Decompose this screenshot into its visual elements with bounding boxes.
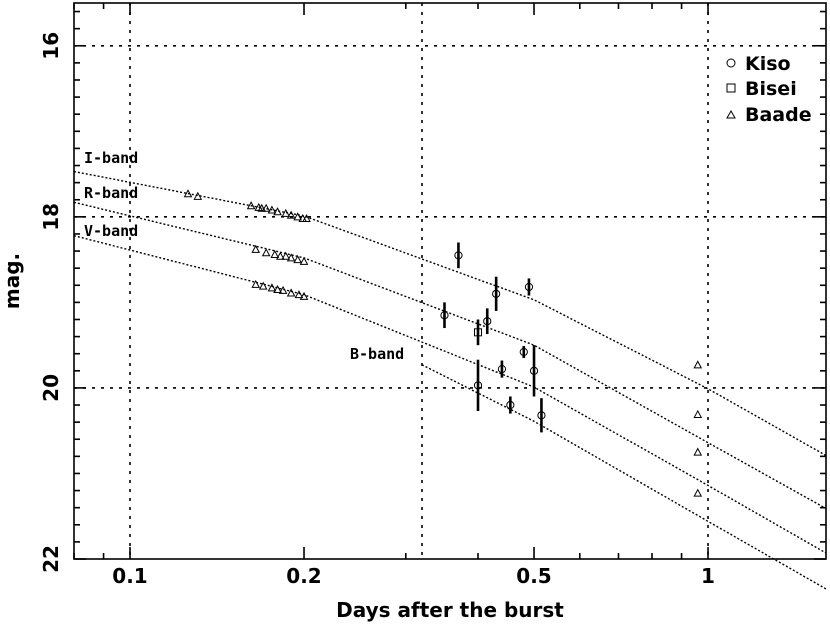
baade-point: [299, 256, 309, 265]
kiso-point: [483, 317, 492, 326]
baade-point: [251, 244, 261, 253]
kiso-point: [529, 366, 539, 375]
baade-point: [275, 251, 285, 260]
baade-point: [261, 248, 271, 257]
baade-point: [281, 251, 291, 260]
baade-point: [261, 203, 271, 212]
baade-point: [693, 409, 703, 418]
y-tick-label: 16: [39, 32, 63, 60]
fit-curves: [73, 170, 827, 590]
baade-point: [278, 285, 288, 294]
baade-point: [302, 214, 311, 223]
baade-point: [693, 488, 703, 497]
baade-point: [286, 288, 296, 297]
grid-lines: [74, 3, 826, 559]
baade-point: [258, 281, 268, 290]
fit-curve-i-band: [73, 170, 827, 457]
baade-point: [286, 253, 296, 262]
fit-label-i-band: I-band: [84, 149, 138, 167]
fit-curve-r-band: [73, 201, 827, 510]
legend-label-bisei: Bisei: [745, 78, 797, 100]
baade-point: [183, 189, 193, 198]
x-tick-label: 1: [701, 564, 715, 588]
y-axis-label: mag.: [0, 253, 24, 309]
kiso-point: [454, 251, 463, 260]
axis-ticks: 0.1 0.2 0.5 1 16 18 20 22: [39, 3, 826, 588]
y-tick-label: 18: [39, 203, 63, 231]
legend-label-kiso: Kiso: [745, 53, 791, 75]
bisei-point: [474, 328, 483, 337]
fit-label-v-band: V-band: [84, 222, 138, 240]
kiso-point: [506, 400, 515, 410]
legend: Kiso Bisei Baade: [726, 53, 812, 126]
baade-point: [273, 284, 282, 294]
kiso-point: [492, 289, 501, 298]
kiso-point: [497, 365, 507, 374]
legend-circle-marker: [726, 58, 736, 68]
baade-point: [246, 201, 256, 210]
fit-label-r-band: R-band: [84, 184, 138, 202]
baade-point: [267, 205, 277, 214]
x-axis-label: Days after the burst: [336, 598, 564, 622]
baade-point: [281, 208, 291, 217]
x-tick-label: 0.1: [112, 564, 147, 588]
legend-square-marker: [726, 83, 736, 93]
baade-point: [294, 290, 304, 299]
data-points: [183, 189, 703, 497]
fit-curve-v-band: [73, 235, 827, 554]
baade-point: [257, 203, 267, 212]
x-tick-label: 0.2: [286, 564, 321, 588]
kiso-point: [519, 347, 528, 357]
kiso-point: [524, 282, 534, 292]
fit-label-b-band: B-band: [350, 345, 404, 363]
y-tick-label: 22: [39, 545, 63, 573]
baade-point: [193, 191, 203, 200]
baade-point: [293, 212, 302, 221]
kiso-point: [537, 411, 546, 420]
legend-label-baade: Baade: [745, 104, 812, 126]
baade-point: [270, 249, 280, 258]
baade-point: [693, 447, 703, 456]
baade-point: [267, 283, 277, 292]
baade-point: [273, 207, 282, 216]
baade-point: [693, 360, 703, 369]
baade-point: [251, 279, 261, 288]
plot-frame: [73, 2, 827, 560]
x-tick-label: 0.5: [516, 564, 551, 588]
baade-point: [286, 210, 296, 219]
fit-curve-b-band: [421, 364, 827, 590]
kiso-point: [473, 381, 483, 390]
baade-point: [299, 291, 309, 300]
baade-point: [293, 255, 302, 264]
y-tick-label: 20: [39, 374, 63, 402]
kiso-point: [440, 311, 449, 320]
legend-triangle-marker: [726, 109, 736, 119]
